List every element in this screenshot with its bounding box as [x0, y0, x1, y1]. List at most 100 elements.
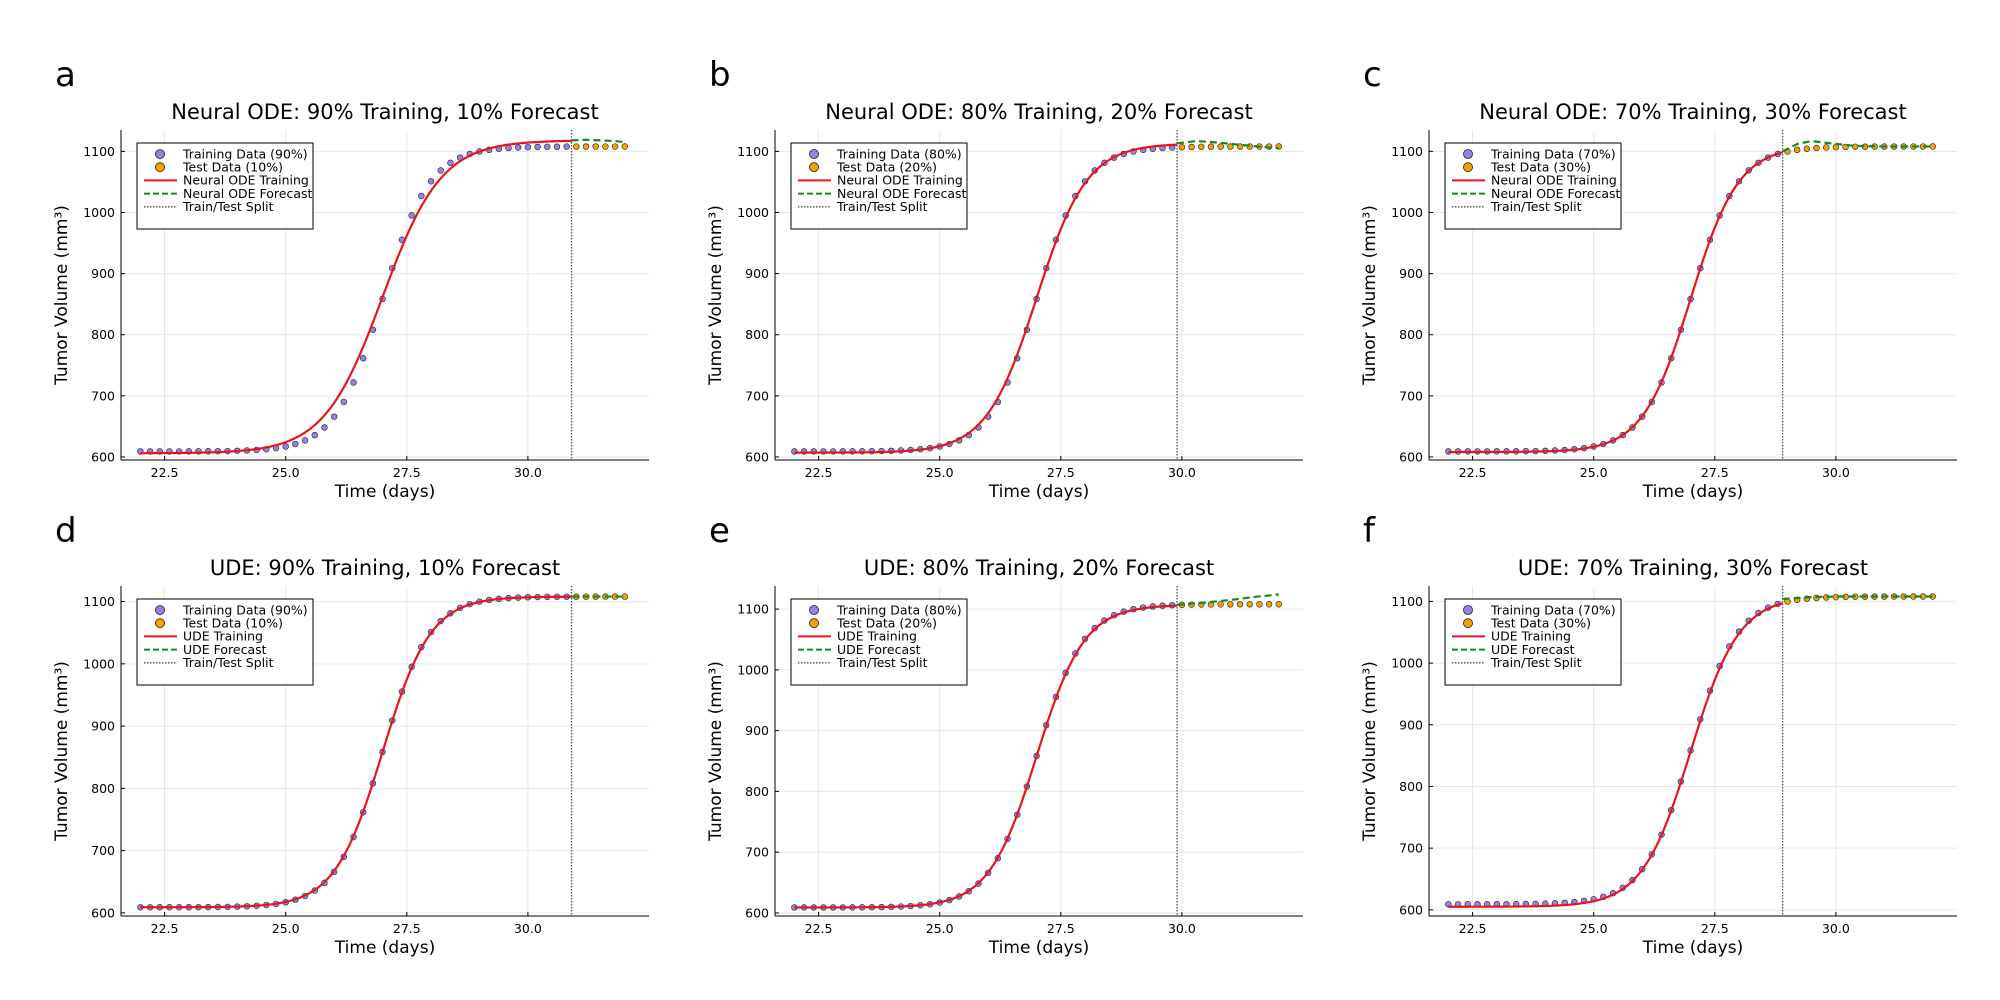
y-tick-label: 1100: [737, 144, 769, 159]
y-tick-label: 1100: [1391, 144, 1423, 159]
legend-entry: Training Data (70%): [1490, 146, 1616, 161]
chart-title: Neural ODE: 70% Training, 30% Forecast: [1479, 100, 1906, 124]
training-fit-line: [1448, 602, 1783, 908]
panel-letter: a: [55, 55, 76, 95]
legend-entry: Neural ODE Training: [837, 173, 963, 188]
chart-panel-a: a Neural ODE: 90% Training, 10% Forecast 2…: [52, 55, 649, 502]
panel-letter: e: [709, 511, 730, 551]
y-tick-label: 700: [745, 845, 769, 860]
y-tick-label: 1100: [737, 602, 769, 617]
y-tick-label: 600: [1399, 902, 1423, 917]
y-axis-label: Tumor Volume (mm³): [52, 205, 72, 386]
y-tick-label: 800: [1399, 779, 1423, 794]
training-data-point: [340, 398, 348, 406]
legend-entry: UDE Forecast: [1491, 642, 1575, 657]
y-axis-label: Tumor Volume (mm³): [706, 661, 726, 842]
training-fit-line: [794, 143, 1178, 454]
training-data-point: [427, 178, 435, 185]
test-data-point: [1265, 601, 1273, 608]
legend-marker-training: [809, 149, 819, 159]
legend-marker-training: [1463, 149, 1473, 159]
x-axis-label: Time (days): [334, 938, 435, 958]
legend-entry: Train/Test Split: [1490, 199, 1582, 214]
test-data-point: [1246, 601, 1253, 608]
panel-letter: d: [55, 511, 77, 551]
test-data-point: [1929, 143, 1936, 150]
legend: Training Data (70%)Test Data (30%)Neural…: [1444, 142, 1622, 230]
x-tick-label: 22.5: [805, 465, 833, 480]
test-data-point: [1198, 143, 1205, 150]
test-data-point: [1256, 601, 1263, 608]
legend-entry: Test Data (20%): [836, 160, 937, 175]
chart-panel-b: b Neural ODE: 80% Training, 20% Forecast 2…: [706, 55, 1303, 502]
legend: Training Data (90%)Test Data (10%)Neural…: [136, 142, 314, 230]
y-tick-label: 800: [91, 781, 115, 796]
legend-marker-test: [809, 162, 819, 173]
legend-entry: Test Data (10%): [182, 160, 283, 175]
test-data-point: [1217, 601, 1224, 608]
x-tick-label: 22.5: [1459, 465, 1487, 480]
training-data-point: [292, 440, 299, 448]
y-tick-label: 900: [1399, 717, 1423, 732]
legend: Training Data (80%)Test Data (20%)Neural…: [790, 142, 968, 230]
x-tick-label: 25.0: [1580, 921, 1608, 936]
training-data-point: [534, 143, 541, 151]
training-data-point: [360, 355, 367, 362]
test-data-point: [592, 143, 599, 150]
test-data-point: [573, 143, 580, 150]
test-data-point: [1188, 143, 1195, 151]
chart-title: Neural ODE: 90% Training, 10% Forecast: [171, 100, 598, 124]
legend-box: [136, 598, 314, 686]
y-tick-label: 700: [91, 843, 115, 858]
test-data-point: [1227, 143, 1234, 150]
legend-entry: UDE Training: [1491, 629, 1571, 644]
training-data-point: [301, 437, 309, 444]
legend-entry: Train/Test Split: [1490, 655, 1582, 670]
legend-entry: Train/Test Split: [182, 199, 274, 214]
training-data-point: [524, 143, 532, 151]
chart-title: UDE: 90% Training, 10% Forecast: [210, 556, 560, 580]
panel-letter: b: [709, 55, 731, 95]
forecast-line: [1782, 139, 1933, 153]
chart-panel-e: e UDE: 80% Training, 20% Forecast 22.5 25.0…: [706, 511, 1303, 958]
legend-entry: Neural ODE Forecast: [837, 186, 967, 201]
training-data-point: [563, 143, 570, 150]
legend-entry: UDE Forecast: [183, 642, 267, 657]
y-tick-label: 900: [745, 723, 769, 738]
legend: Training Data (70%)Test Data (30%)UDE Tr…: [1444, 598, 1622, 686]
chart-title: UDE: 80% Training, 20% Forecast: [864, 556, 1214, 580]
x-tick-label: 30.0: [1168, 921, 1196, 936]
legend-marker-training: [155, 149, 165, 159]
chart-panel-d: d UDE: 90% Training, 10% Forecast 22.5 25.0…: [52, 511, 649, 958]
legend-entry: UDE Training: [837, 629, 917, 644]
y-tick-label: 900: [1399, 266, 1423, 281]
test-data-point: [1236, 601, 1244, 608]
test-data-point: [1217, 143, 1224, 150]
y-tick-label: 600: [745, 905, 769, 920]
y-tick-label: 900: [745, 266, 769, 281]
test-data-point: [611, 143, 619, 150]
chart-title: Neural ODE: 80% Training, 20% Forecast: [825, 100, 1252, 124]
y-tick-label: 1000: [83, 205, 115, 220]
training-data-point: [408, 212, 415, 219]
legend-marker-test: [155, 618, 165, 629]
test-data-point: [621, 593, 628, 600]
y-axis-label: Tumor Volume (mm³): [52, 661, 72, 842]
legend-box: [790, 142, 968, 230]
legend-marker-training: [155, 605, 165, 615]
x-tick-label: 30.0: [1822, 465, 1850, 480]
training-data-point: [544, 143, 551, 150]
x-tick-label: 22.5: [151, 921, 179, 936]
training-fit-line: [1448, 151, 1783, 454]
training-fit-line: [140, 595, 572, 909]
x-tick-label: 30.0: [1822, 921, 1850, 936]
legend-entry: Test Data (20%): [836, 616, 937, 631]
y-tick-label: 600: [91, 449, 115, 464]
y-tick-label: 800: [1399, 327, 1423, 342]
legend-entry: Training Data (90%): [182, 146, 308, 161]
legend-entry: Neural ODE Forecast: [1491, 186, 1621, 201]
training-data-point: [330, 413, 338, 420]
legend-entry: Training Data (70%): [1490, 602, 1616, 617]
x-tick-label: 30.0: [1168, 465, 1196, 480]
